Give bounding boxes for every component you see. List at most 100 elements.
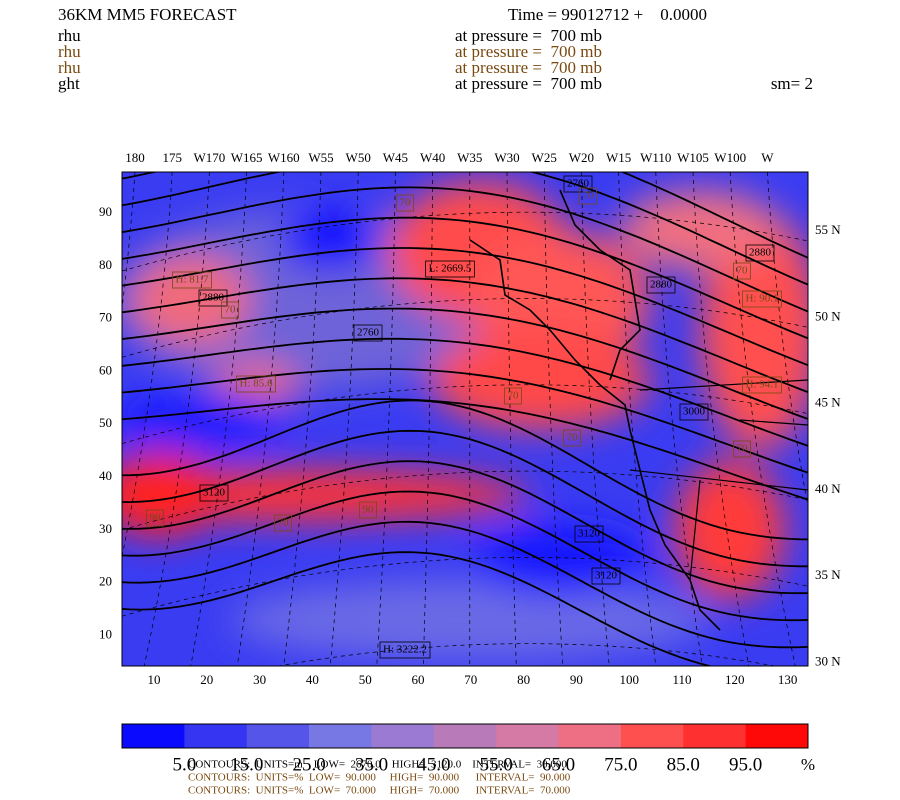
map-label-box [221,301,239,319]
colorbar-swatch [371,724,435,748]
height-contours [122,172,808,666]
map-label-box [146,509,164,527]
colorbar: 5.0 15.0 25.0 35.0 45.0 55.0 65.0 75.0 85.0 95.0% [121,723,815,775]
colorbar-label: 25.0 [292,754,325,775]
map-label-box [742,290,782,308]
map-label-box [236,375,276,393]
height-contour [122,490,808,622]
height-contour [122,186,808,313]
top-label: W15 [606,150,631,165]
title: 36KM MM5 FORECAST [58,5,237,24]
colorbar-swatch [620,724,684,748]
top-label: W110 [640,150,671,165]
map-label: 70 [583,190,595,202]
map-label-box [198,289,228,307]
top-label: W35 [457,150,482,165]
map-label-box [579,187,597,205]
map-label-box [733,440,751,458]
colorbar-swatch [309,724,372,748]
bottom-label: 20 [200,672,213,687]
map-label-box [591,567,621,585]
meridian [543,172,564,666]
top-label: W25 [532,150,557,165]
colorbar-frame [121,723,809,749]
map-label-box [172,271,212,289]
map-label: 3000 [683,406,706,418]
meridian [283,172,322,666]
height-contour [122,247,808,367]
map-label: H: 94.1 [746,379,779,391]
meridian [190,172,247,666]
map-label: 2760 [567,178,590,190]
map-label: 70 [737,443,749,455]
bottom-label: 100 [619,672,639,687]
map-label: H: 85.6 [240,378,274,390]
meridian [506,172,517,666]
top-label: W50 [346,150,371,165]
map-label-box [359,501,377,519]
map-label: L: 2669.5 [429,263,472,275]
colorbar-label: 55.0 [480,754,513,775]
map-label-box [679,403,709,421]
height-contour [122,172,808,286]
left-label: 90 [99,204,112,219]
map-label: 2880 [749,247,772,259]
map-label: 90 [363,504,375,516]
map-label: 3120 [595,570,618,582]
meridian [655,172,703,666]
top-label: W [761,150,774,165]
bottom-label: 130 [778,672,798,687]
map-label: 70 [225,304,237,316]
map-label-box [742,376,782,394]
left-label: 30 [99,521,112,536]
contour-info: CONTOURS: UNITS=% LOW= 90.000 HIGH= 90.0… [188,772,571,784]
colorbar-swatch [558,724,622,748]
height-contour [122,216,808,340]
right-label: 35 N [815,567,841,582]
meridian [236,172,285,666]
bottom-label: 30 [253,672,266,687]
bottom-label: 70 [464,672,477,687]
left-label: 40 [99,468,112,483]
colorbar-label: 45.0 [417,754,450,775]
colorbar-swatch [246,724,310,748]
map-label: 2760 [357,327,380,339]
map-label-box [574,525,604,543]
meridian [729,172,796,666]
top-label: W170 [194,150,226,165]
colorbar-label: 15.0 [230,754,263,775]
map-label-box [563,175,593,193]
meridian [422,172,433,666]
height-contour [122,460,808,595]
left-label: 70 [99,310,112,325]
height-contour [122,172,808,259]
field-name: rhu [58,58,81,77]
map-label: 70 [400,197,412,209]
top-label: W165 [231,150,263,165]
colorbar-label: 5.0 [172,754,196,775]
parallel [276,643,777,666]
colorbar-swatch [433,724,497,748]
colorbar-label: 85.0 [667,754,700,775]
meridian [376,172,396,666]
meridian [329,172,359,666]
colorbar-label: 95.0 [729,754,762,775]
top-label: W55 [308,150,333,165]
meridian [767,172,808,509]
map-label-box [199,484,229,502]
colorbar-label: 65.0 [542,754,575,775]
map-label-box [733,262,751,280]
map-label: 90 [150,512,162,524]
bottom-label: 110 [672,672,691,687]
left-label: 60 [99,362,112,377]
map-label-box [504,387,522,405]
colorbar-swatch [496,724,560,748]
right-label: 45 N [815,395,841,410]
parallel [122,557,808,617]
height-contour [122,520,808,649]
field-name: ght [58,74,80,93]
parallel [122,384,808,444]
meridian [143,172,210,666]
map-label: 70 [508,390,520,402]
